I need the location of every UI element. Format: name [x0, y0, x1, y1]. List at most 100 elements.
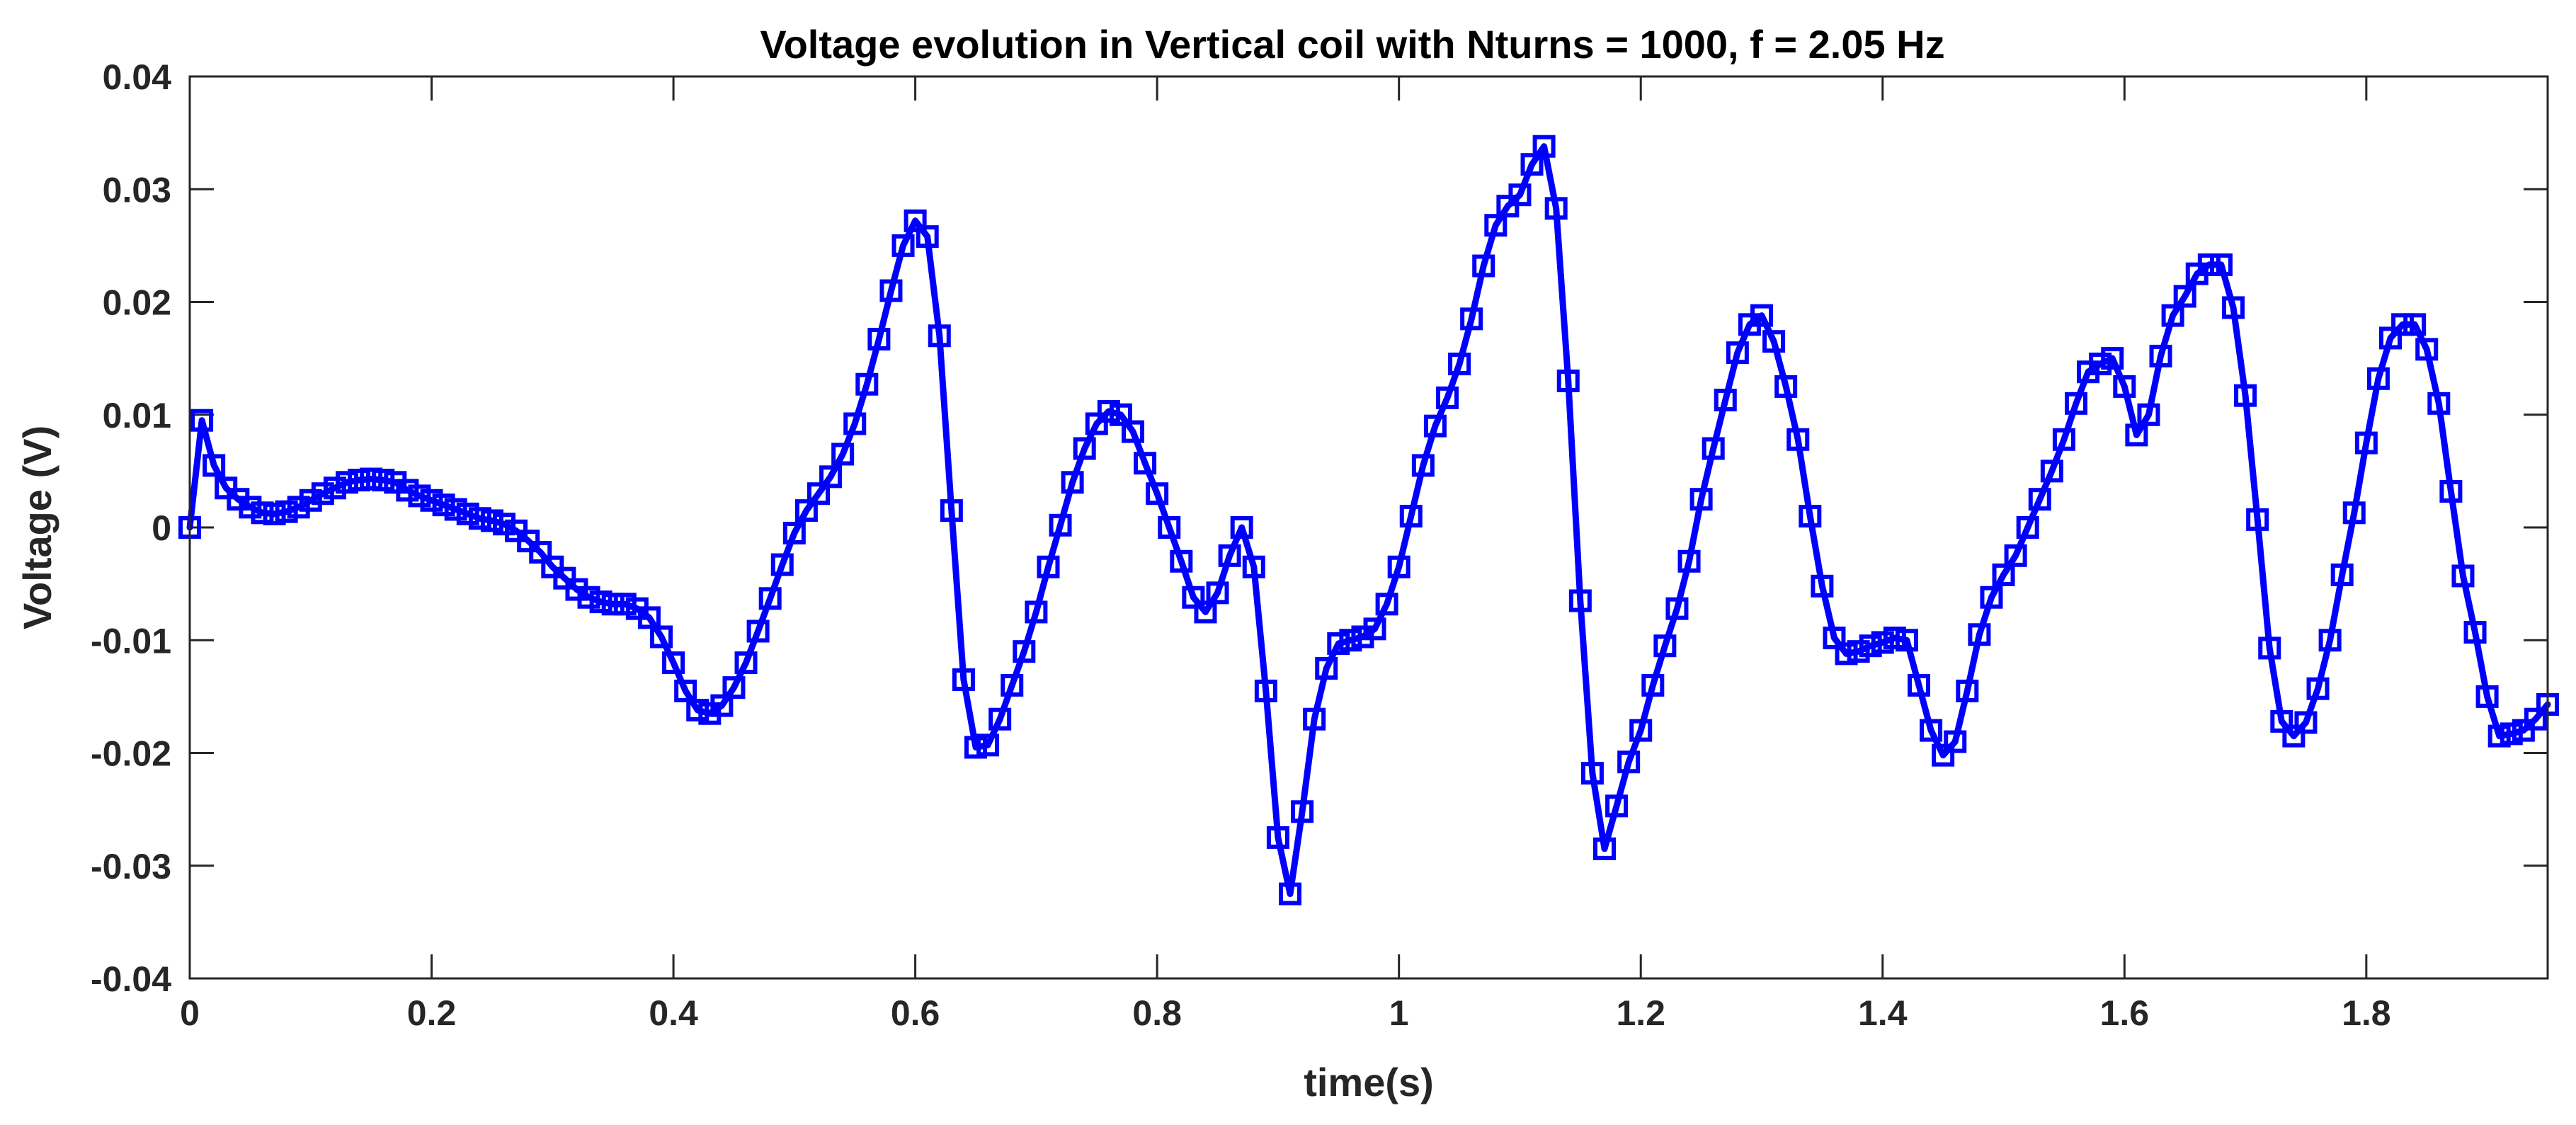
data-point-marker — [1037, 555, 1060, 578]
x-tick-label: 1.2 — [1616, 993, 1665, 1033]
data-point-marker — [529, 541, 552, 564]
data-point-marker — [2282, 724, 2306, 748]
data-point-marker — [928, 324, 951, 348]
data-point-marker — [336, 471, 358, 494]
data-point-marker — [1944, 730, 1967, 753]
data-point-marker — [1061, 471, 1084, 494]
data-point-marker — [1194, 600, 1217, 624]
data-point-marker — [2306, 677, 2330, 700]
data-point-marker — [686, 698, 709, 721]
data-point-marker — [1556, 369, 1580, 392]
data-point-marker — [2463, 621, 2487, 644]
data-point-marker — [2222, 296, 2245, 319]
data-point-marker — [2246, 508, 2269, 531]
data-point-marker — [2234, 384, 2257, 407]
data-point-marker — [1677, 549, 1701, 573]
x-tick-label: 1.4 — [1858, 993, 1908, 1033]
data-point-marker — [1315, 657, 1338, 680]
data-point-marker — [251, 501, 274, 525]
data-series — [178, 135, 2559, 906]
data-point-marker — [2101, 347, 2124, 370]
data-point-marker — [2197, 253, 2221, 276]
data-point-marker — [1714, 389, 1737, 412]
y-tick-label: 0.02 — [103, 283, 171, 323]
data-point-marker — [1605, 794, 1629, 818]
data-point-marker — [2415, 338, 2439, 361]
data-point-marker — [2294, 711, 2318, 734]
data-point-marker — [2500, 722, 2523, 746]
data-point-marker — [2137, 403, 2160, 426]
y-tick-label: -0.03 — [91, 847, 171, 886]
data-point-marker — [2318, 629, 2342, 652]
data-point-marker — [1580, 762, 1604, 785]
data-point-marker — [1049, 513, 1072, 537]
data-point-marker — [1689, 488, 1713, 511]
data-point-marker — [1617, 750, 1641, 774]
data-point-marker — [432, 493, 455, 517]
y-tick-label: -0.01 — [91, 621, 171, 661]
data-point-marker — [589, 590, 612, 614]
data-point-marker — [1508, 183, 1532, 207]
data-point-marker — [420, 489, 443, 512]
data-point-marker — [1254, 679, 1277, 702]
data-point-marker — [1665, 597, 1689, 620]
data-point-marker — [770, 553, 794, 576]
data-point-marker — [1158, 516, 1181, 539]
data-point-marker — [1774, 375, 1798, 398]
data-point-marker — [1484, 214, 1508, 237]
data-point-marker — [916, 225, 939, 249]
data-point-marker — [674, 679, 697, 702]
data-point-marker — [2149, 344, 2172, 367]
data-point-marker — [408, 484, 431, 508]
x-axis-label: time(s) — [1304, 1060, 1434, 1104]
data-point-marker — [867, 328, 891, 351]
data-point-marker — [1568, 589, 1592, 612]
data-point-marker — [1122, 420, 1144, 443]
data-point-marker — [613, 593, 637, 616]
data-point-marker — [2258, 636, 2281, 660]
chart-title: Voltage evolution in Vertical coil with … — [760, 22, 1944, 67]
y-tick-label: 0.04 — [103, 57, 172, 97]
data-point-marker — [203, 454, 226, 477]
data-point-marker — [1992, 563, 2015, 586]
data-point-marker — [2403, 313, 2427, 336]
data-point-marker — [311, 482, 334, 506]
data-point-marker — [1472, 254, 1495, 278]
data-point-marker — [904, 209, 927, 232]
data-point-marker — [1786, 428, 1810, 451]
x-tick-label: 1 — [1389, 993, 1409, 1033]
data-point-marker — [2052, 428, 2075, 451]
data-point-marker — [1835, 642, 1858, 666]
data-point-marker — [2427, 392, 2451, 415]
data-point-marker — [2125, 423, 2148, 447]
data-point-marker — [1544, 197, 1568, 220]
data-point-marker — [855, 372, 879, 396]
data-point-marker — [722, 676, 746, 699]
data-point-marker — [1230, 516, 1253, 539]
data-point-marker — [831, 442, 855, 466]
data-point-marker — [1218, 544, 1241, 567]
data-point-marker — [794, 499, 818, 522]
data-point-marker — [2487, 724, 2511, 748]
data-point-marker — [637, 606, 661, 629]
data-point-marker — [348, 469, 371, 492]
data-point-marker — [456, 502, 479, 525]
data-point-marker — [1206, 581, 1229, 605]
data-point-marker — [1641, 673, 1665, 697]
x-tick-label: 1.8 — [2342, 993, 2391, 1033]
data-point-marker — [396, 479, 419, 502]
data-point-marker — [1859, 634, 1882, 658]
data-point-marker — [468, 507, 491, 530]
data-point-marker — [1363, 617, 1386, 641]
data-point-marker — [1109, 403, 1132, 426]
data-point-marker — [1883, 627, 1906, 650]
data-point-marker — [480, 509, 503, 532]
data-point-marker — [2391, 313, 2415, 336]
data-point-marker — [1097, 399, 1120, 423]
data-point-marker — [2354, 431, 2378, 455]
data-point-marker — [2475, 685, 2499, 708]
data-point-marker — [1980, 586, 2003, 609]
data-point-marker — [1339, 629, 1362, 652]
data-point-marker — [2366, 367, 2390, 390]
